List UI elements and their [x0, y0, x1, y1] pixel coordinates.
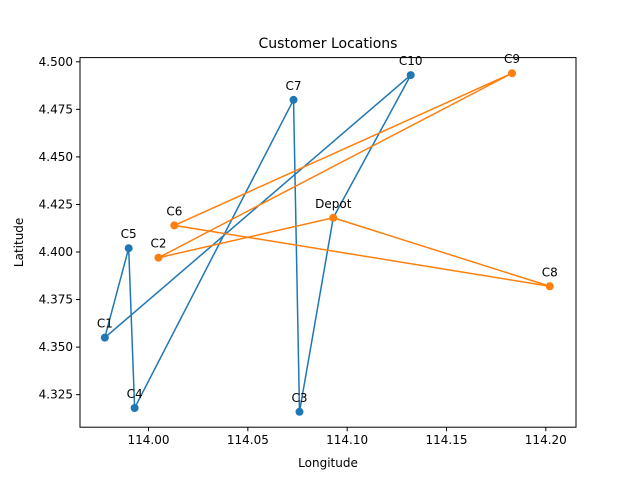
- y-tick-label: 4.375: [39, 293, 73, 307]
- point-depot: [329, 213, 338, 222]
- point-c1: [100, 333, 109, 342]
- point-label-c8: C8: [542, 265, 558, 279]
- point-label-depot: Depot: [315, 197, 352, 211]
- point-c5: [124, 244, 133, 253]
- y-tick-label: 4.325: [39, 388, 73, 402]
- point-label-c5: C5: [121, 227, 137, 241]
- point-label-c7: C7: [286, 79, 302, 93]
- point-c8: [545, 282, 554, 291]
- x-axis-label: Longitude: [298, 456, 358, 470]
- point-label-c1: C1: [97, 317, 113, 331]
- x-tick-label: 114.00: [128, 433, 170, 447]
- chart-title: Customer Locations: [259, 36, 398, 52]
- point-label-c4: C4: [127, 387, 143, 401]
- x-tick-label: 114.20: [525, 433, 567, 447]
- point-c2: [154, 253, 163, 262]
- point-c9: [508, 69, 517, 78]
- y-tick-label: 4.425: [39, 197, 73, 211]
- route-line-1: [103, 74, 412, 412]
- y-tick-label: 4.400: [39, 245, 73, 259]
- point-label-c6: C6: [166, 204, 182, 218]
- route-line-2: [158, 72, 551, 287]
- point-label-c2: C2: [150, 237, 166, 251]
- y-tick-label: 4.475: [39, 102, 73, 116]
- y-axis-label: Latitude: [12, 218, 26, 267]
- point-c4: [130, 403, 139, 412]
- x-tick-label: 114.15: [425, 433, 467, 447]
- point-c10: [406, 71, 415, 80]
- point-label-c9: C9: [504, 52, 520, 66]
- y-tick-label: 4.500: [39, 55, 73, 69]
- y-tick-label: 4.350: [39, 340, 73, 354]
- axis-ticks: 114.00 114.05 114.10 114.15 114.20 4.325 4.350…: [39, 55, 567, 447]
- point-c6: [170, 221, 179, 230]
- point-label-c3: C3: [291, 391, 307, 405]
- point-label-c10: C10: [399, 54, 423, 68]
- point-c3: [295, 407, 304, 416]
- x-tick-label: 114.10: [326, 433, 368, 447]
- y-tick-label: 4.450: [39, 150, 73, 164]
- point-c7: [289, 95, 298, 104]
- x-tick-label: 114.05: [227, 433, 269, 447]
- axes-frame: [79, 57, 577, 428]
